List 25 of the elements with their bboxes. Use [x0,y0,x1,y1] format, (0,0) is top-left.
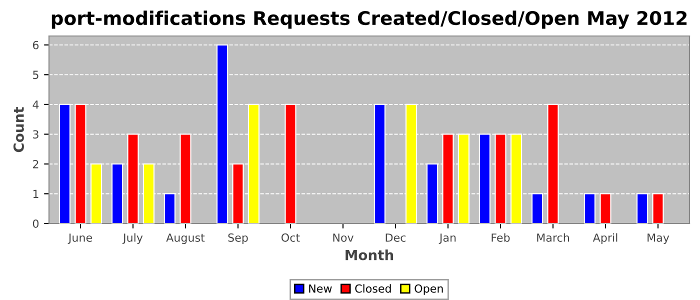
x-tick-label: April [592,233,618,244]
legend-label: Open [414,284,443,295]
x-tick-label: Sep [228,233,248,244]
chart-title: port-modifications Requests Created/Closed/Open May 2012 [52,10,687,29]
y-tick-label: 6 [32,40,39,50]
x-tick-label: Feb [492,233,510,242]
x-tick-label: August [166,234,205,244]
x-tick-label: Jan [438,234,456,244]
x-tick-label: Oct [282,233,300,242]
x-tick-label: July [122,233,143,244]
x-tick-label: May [648,234,670,244]
y-tick-label: 0 [32,219,39,228]
x-axis-title: Month [346,250,394,260]
y-axis-title: Count [13,106,24,152]
legend-label: Closed [355,284,391,293]
y-tick-label: 3 [33,130,38,139]
legend-label: New [309,284,332,293]
y-tick-label: 2 [33,160,38,168]
x-tick-label: March [537,233,569,242]
y-tick-label: 5 [33,70,38,80]
x-tick-label: Nov [333,234,354,242]
y-tick-label: 1 [33,190,38,198]
x-tick-label: Dec [386,234,406,242]
x-tick-label: June [68,234,92,244]
y-tick-label: 4 [32,100,39,109]
